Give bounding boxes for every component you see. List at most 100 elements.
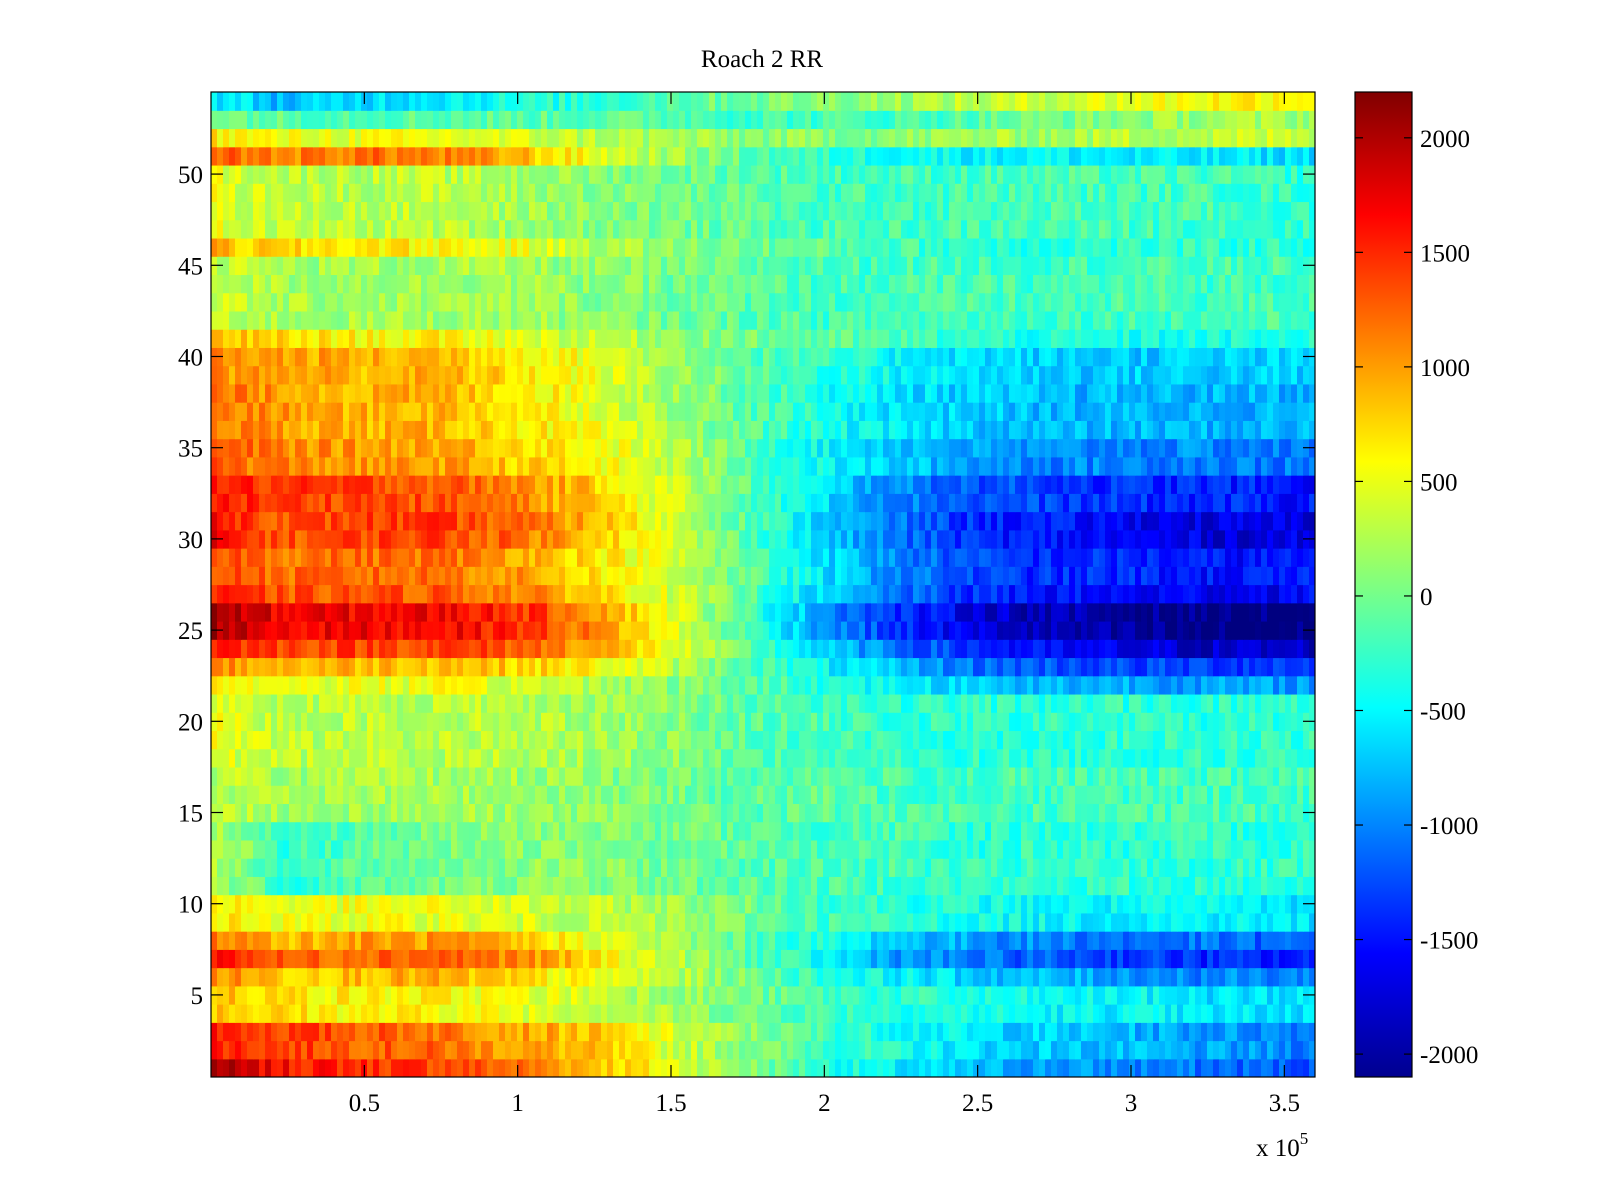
heatmap-cell (877, 730, 884, 750)
heatmap-cell (775, 876, 782, 896)
heatmap-cell (529, 693, 536, 713)
heatmap-cell (1033, 821, 1040, 841)
heatmap-cell (985, 1040, 992, 1060)
heatmap-cell (1141, 1058, 1148, 1077)
heatmap-cell (307, 748, 314, 768)
heatmap-cell (931, 1058, 938, 1077)
heatmap-cell (1039, 602, 1046, 622)
heatmap-cell (253, 876, 260, 896)
heatmap-cell (685, 785, 692, 804)
heatmap-cell (421, 985, 428, 1005)
heatmap-cell (1285, 931, 1292, 950)
heatmap-cell (745, 839, 752, 859)
heatmap-cell (1273, 712, 1280, 732)
heatmap-cell (931, 985, 938, 1005)
heatmap-cell (1129, 985, 1136, 1005)
heatmap-cell (385, 730, 392, 750)
heatmap-cell (955, 602, 962, 622)
heatmap-cell (259, 894, 266, 914)
heatmap-cell (847, 839, 854, 859)
heatmap-cell (829, 639, 836, 659)
heatmap-cell (1117, 785, 1124, 804)
heatmap-cell (343, 839, 350, 859)
heatmap-cell (1231, 1022, 1238, 1042)
heatmap-cell (673, 730, 680, 750)
heatmap-cell (1141, 967, 1148, 987)
heatmap-cell (1099, 1004, 1106, 1023)
heatmap-cell (1039, 766, 1046, 786)
heatmap-cell (811, 730, 818, 750)
heatmap-cell (613, 584, 620, 604)
heatmap-cell (247, 967, 254, 987)
heatmap-cell (1039, 693, 1046, 713)
heatmap-cell (847, 639, 854, 659)
heatmap-cell (301, 1040, 308, 1060)
heatmap-cell (463, 839, 470, 859)
heatmap-cell (541, 712, 548, 732)
heatmap-cell (625, 602, 632, 622)
heatmap-cell (775, 675, 782, 695)
heatmap-cell (877, 1058, 884, 1077)
heatmap-cell (853, 675, 860, 695)
heatmap-cell (541, 1058, 548, 1077)
heatmap-cell (811, 712, 818, 732)
heatmap-cell (1303, 748, 1310, 768)
heatmap-cell (709, 967, 716, 987)
heatmap-cell (997, 803, 1004, 823)
heatmap-cell (1081, 1058, 1088, 1077)
heatmap-cell (295, 657, 302, 677)
heatmap-cell (571, 602, 578, 622)
heatmap-cell (499, 894, 506, 914)
heatmap-cell (277, 912, 284, 932)
heatmap-cell (769, 985, 776, 1005)
heatmap-cell (679, 620, 686, 640)
heatmap-cell (235, 602, 242, 622)
heatmap-cell (1021, 712, 1028, 732)
heatmap-cell (1243, 675, 1250, 695)
heatmap-cell (1123, 748, 1130, 768)
heatmap-cell (511, 657, 518, 677)
heatmap-cell (685, 657, 692, 677)
heatmap-cell (1159, 584, 1166, 604)
heatmap-cell (595, 620, 602, 640)
heatmap-cell (217, 931, 224, 950)
heatmap-cell (595, 949, 602, 969)
heatmap-cell (1003, 785, 1010, 804)
heatmap-cell (409, 1022, 416, 1042)
heatmap-cell (1129, 876, 1136, 896)
heatmap-cell (307, 1040, 314, 1060)
heatmap-cell (553, 912, 560, 932)
heatmap-cell (727, 1022, 734, 1042)
heatmap-cell (469, 912, 476, 932)
heatmap-cell (1087, 712, 1094, 732)
heatmap-cell (811, 657, 818, 677)
heatmap-cell (517, 894, 524, 914)
heatmap-cell (643, 730, 650, 750)
heatmap-cell (847, 931, 854, 950)
heatmap-cell (1273, 1022, 1280, 1042)
heatmap-cell (787, 730, 794, 750)
heatmap-cell (823, 620, 830, 640)
heatmap-cell (1213, 821, 1220, 841)
heatmap-cell (271, 602, 278, 622)
heatmap-cell (1057, 858, 1064, 877)
heatmap-cell (787, 876, 794, 896)
heatmap-cell (745, 748, 752, 768)
heatmap-cell (673, 967, 680, 987)
heatmap-cell (775, 967, 782, 987)
heatmap-cell (913, 1004, 920, 1023)
heatmap-cell (745, 967, 752, 987)
heatmap-cell (361, 730, 368, 750)
heatmap-cell (493, 766, 500, 786)
heatmap-cell (973, 985, 980, 1005)
heatmap-cell (841, 1040, 848, 1060)
heatmap-cell (1261, 620, 1268, 640)
heatmap-cell (1249, 803, 1256, 823)
heatmap-cell (307, 566, 314, 586)
heatmap-cell (685, 912, 692, 932)
heatmap-cell (859, 1058, 866, 1077)
heatmap-cell (1249, 931, 1256, 950)
heatmap-cell (523, 639, 530, 659)
heatmap-cell (511, 748, 518, 768)
heatmap-cell (967, 876, 974, 896)
